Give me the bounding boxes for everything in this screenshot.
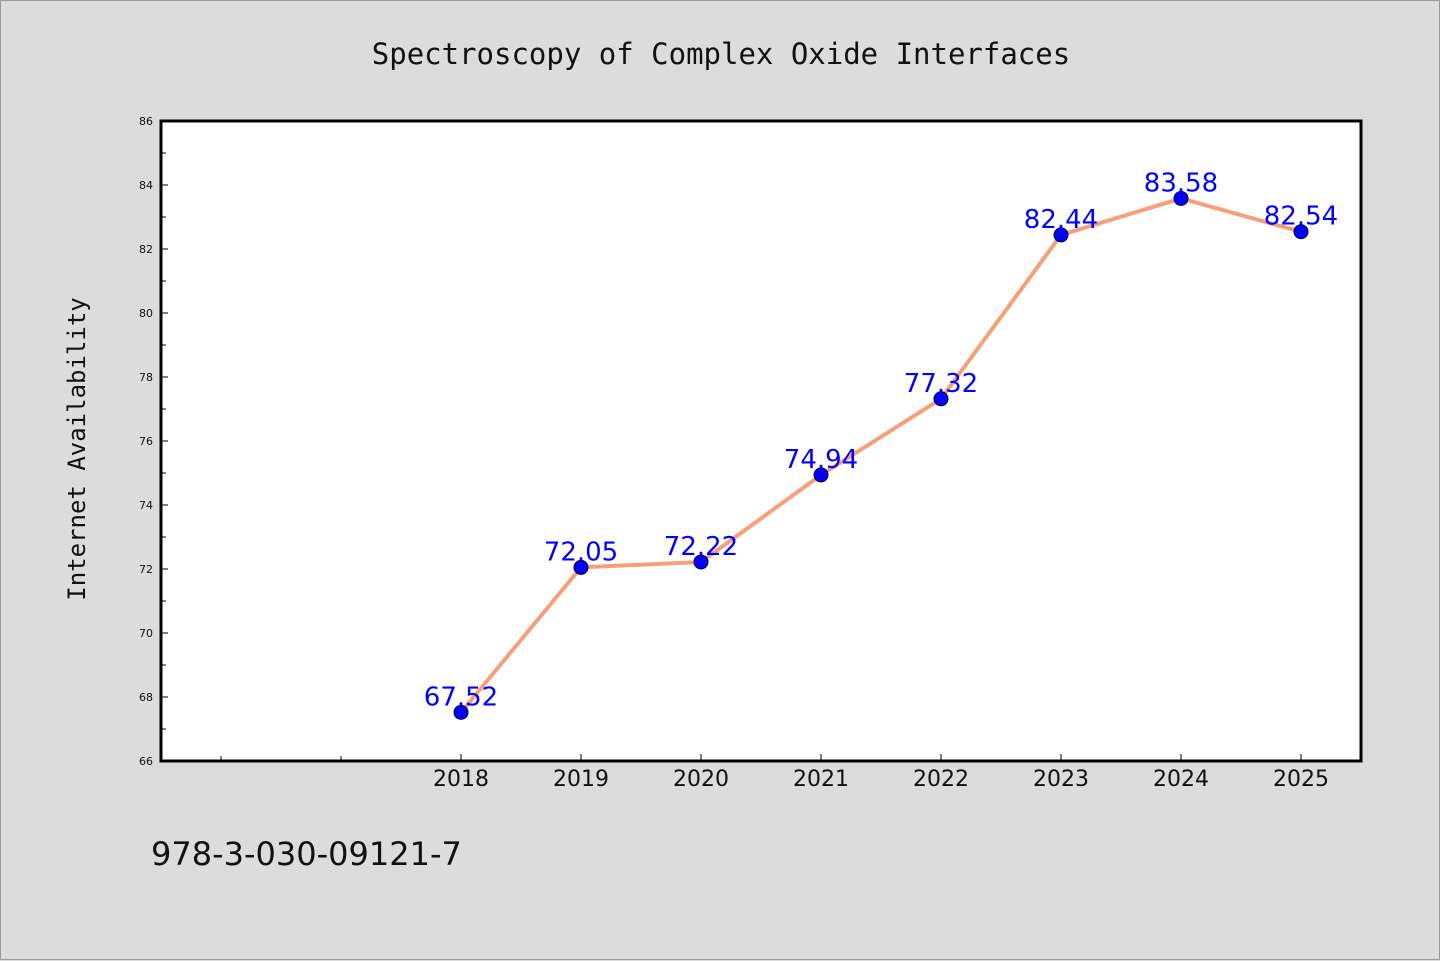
x-tick-label: 2018 — [433, 767, 489, 792]
data-point — [813, 467, 829, 483]
x-tick-label: 2024 — [1153, 767, 1209, 792]
y-tick-label: 68 — [139, 691, 153, 704]
y-tick-label: 74 — [139, 499, 153, 512]
data-label: 67.52 — [424, 682, 498, 712]
data-point — [933, 391, 949, 407]
y-tick-label: 72 — [139, 563, 153, 576]
y-tick-label: 78 — [139, 371, 153, 384]
series-line — [459, 196, 1302, 714]
x-axis: 2018 2019 2020 2021 2022 2023 2024 2025 — [220, 754, 1329, 792]
y-tick-label: 66 — [139, 755, 153, 768]
y-tick-label: 82 — [139, 243, 153, 256]
series-group: 67.52 72.05 72.22 74.94 77.32 82.44 83.58 82.54 — [424, 168, 1338, 720]
plot-area — [161, 121, 1361, 761]
data-point — [1293, 224, 1309, 240]
data-label: 83.58 — [1144, 168, 1218, 198]
y-axis-label: Internet Availability — [63, 297, 91, 600]
x-tick-label: 2019 — [553, 767, 609, 792]
data-label: 72.22 — [664, 532, 738, 562]
data-label: 82.44 — [1024, 205, 1098, 235]
data-point — [693, 554, 709, 570]
data-point — [1053, 227, 1069, 243]
data-label: 77.32 — [904, 369, 978, 399]
x-tick-label: 2022 — [913, 767, 969, 792]
y-tick-label: 84 — [139, 179, 153, 192]
y-axis: 66 68 70 72 74 76 78 80 82 84 86 — [139, 115, 168, 768]
data-point — [1173, 190, 1189, 206]
y-tick-label: 86 — [139, 115, 153, 128]
data-label: 82.54 — [1264, 202, 1338, 232]
plot-frame — [159, 119, 1363, 763]
x-tick-label: 2021 — [793, 767, 849, 792]
y-tick-label: 70 — [139, 627, 153, 640]
y-tick-label: 76 — [139, 435, 153, 448]
y-tick-label: 80 — [139, 307, 153, 320]
x-tick-label: 2023 — [1033, 767, 1089, 792]
chart-title: Spectroscopy of Complex Oxide Interfaces — [372, 37, 1070, 71]
x-tick-label: 2020 — [673, 767, 729, 792]
x-tick-label: 2025 — [1273, 767, 1329, 792]
data-label: 74.94 — [784, 445, 858, 475]
data-point — [453, 704, 469, 720]
data-point — [573, 559, 589, 575]
data-label: 72.05 — [544, 537, 618, 567]
isbn-label: 978-3-030-09121-7 — [151, 835, 462, 873]
